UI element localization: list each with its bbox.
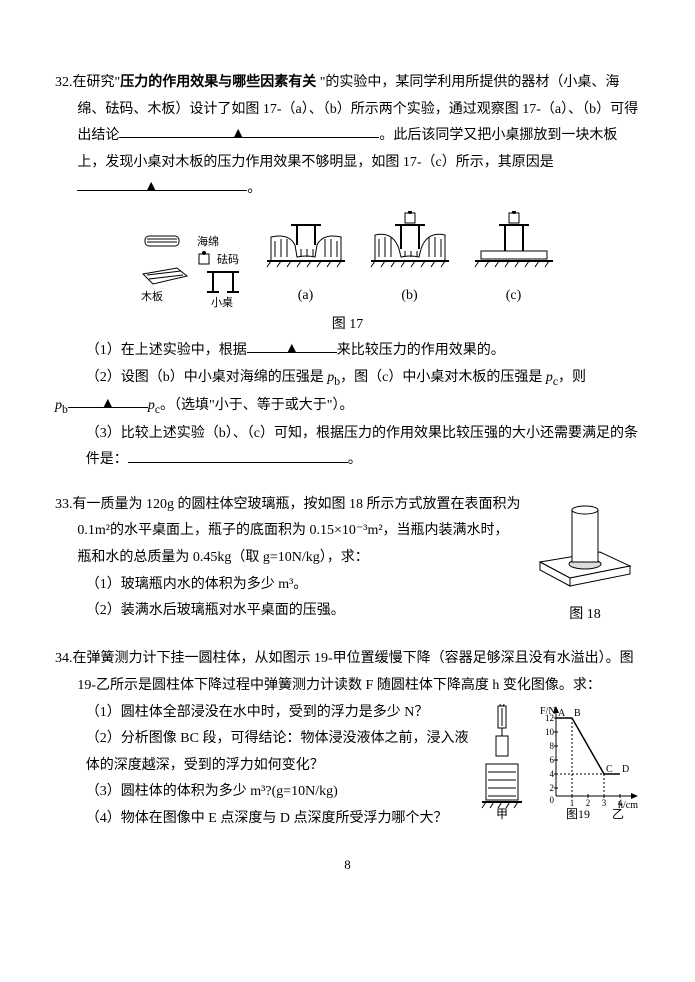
figure-19: 甲 F/N h/cm 12 10 8 6 4 2 0 [480,704,640,824]
fig17-a: (a) [261,211,351,310]
q32-sub3: （3）比较上述实验（b）、（c）可知，根据压力的作用效果比较压强的大小还需要满足… [55,421,640,474]
q32-sub1: （1）在上述实验中，根据▲来比较压力的作用效果的。 [55,338,640,365]
q32-blank-1[interactable]: ▲ [119,123,379,138]
q33-number: 33. [55,497,73,512]
svg-text:木板: 木板 [141,289,163,303]
figure-18: 图 18 [530,492,640,629]
q32-sub2: （2）设图（b）中小桌对海绵的压强是 pb，图（c）中小桌对木板的压强是 pc，… [55,365,640,393]
fig18-caption: 图 18 [530,602,640,629]
question-32: 32.在研究"压力的作用效果与哪些因素有关 "的实验中，某同学利用所提供的器材（… [55,70,640,474]
svg-text:10: 10 [545,727,555,737]
figure-17: 海绵 砝码 木板 小桌 [55,211,640,310]
svg-text:砝码: 砝码 [217,252,239,266]
fig17-c-icon [469,211,559,283]
svg-text:甲: 甲 [496,807,508,821]
svg-text:小桌: 小桌 [211,296,233,309]
q34-text: 在弹簧测力计下挂一圆柱体，从如图示 19-甲位置缓慢下降（容器足够深且没有水溢出… [73,651,634,693]
svg-text:3: 3 [602,798,607,808]
q32-number: 32. [55,75,73,90]
svg-text:B: B [574,708,581,719]
svg-text:8: 8 [550,741,555,751]
q32-text-d: 。 [247,181,261,196]
fig17-b-icon [365,211,455,283]
fig19-icon: 甲 F/N h/cm 12 10 8 6 4 2 0 [480,704,640,824]
fig18-icon [530,492,640,602]
fig17-b: (b) [365,211,455,310]
q32-s1-blank[interactable]: ▲ [247,338,337,353]
svg-text:6: 6 [550,755,555,765]
svg-text:D: D [622,764,629,775]
svg-text:0: 0 [550,795,555,805]
svg-text:乙: 乙 [612,807,624,821]
fig17-a-label: (a) [261,283,351,310]
q32-sub2-line2: pb▲pc。（选填"小于、等于或大于"）。 [55,393,640,421]
q32-text-a: 在研究" [73,75,121,90]
fig17-c: (c) [469,211,559,310]
svg-text:12: 12 [545,713,554,723]
svg-text:海绵: 海绵 [197,234,219,248]
fig17-a-icon [261,211,351,283]
q33-text: 有一质量为 120g 的圆柱体空玻璃瓶，按如图 18 所示方式放置在表面积为 0… [73,497,521,565]
q32-s2-blank[interactable]: ▲ [68,393,148,408]
page-number: 8 [55,853,640,878]
svg-text:图19: 图19 [566,807,590,821]
svg-text:4: 4 [550,769,555,779]
q32-bold: 压力的作用效果与哪些因素有关 [120,75,316,90]
q32-s3-blank[interactable] [128,448,348,463]
svg-text:2: 2 [550,783,555,793]
svg-text:A: A [558,708,566,719]
fig17-c-label: (c) [469,283,559,310]
fig17-caption: 图 17 [55,312,640,339]
q34-number: 34. [55,651,73,666]
fig17-b-label: (b) [365,283,455,310]
q34-stem: 34.在弹簧测力计下挂一圆柱体，从如图示 19-甲位置缓慢下降（容器足够深且没有… [55,646,640,699]
question-33: 图 18 33.有一质量为 120g 的圆柱体空玻璃瓶，按如图 18 所示方式放… [55,492,640,629]
fig17-materials-icon: 海绵 砝码 木板 小桌 [137,230,247,310]
q32-stem: 32.在研究"压力的作用效果与哪些因素有关 [55,75,320,90]
q32-blank-2[interactable]: ▲ [77,176,247,191]
question-34: 34.在弹簧测力计下挂一圆柱体，从如图示 19-甲位置缓慢下降（容器足够深且没有… [55,646,640,832]
svg-text:C: C [606,764,613,775]
